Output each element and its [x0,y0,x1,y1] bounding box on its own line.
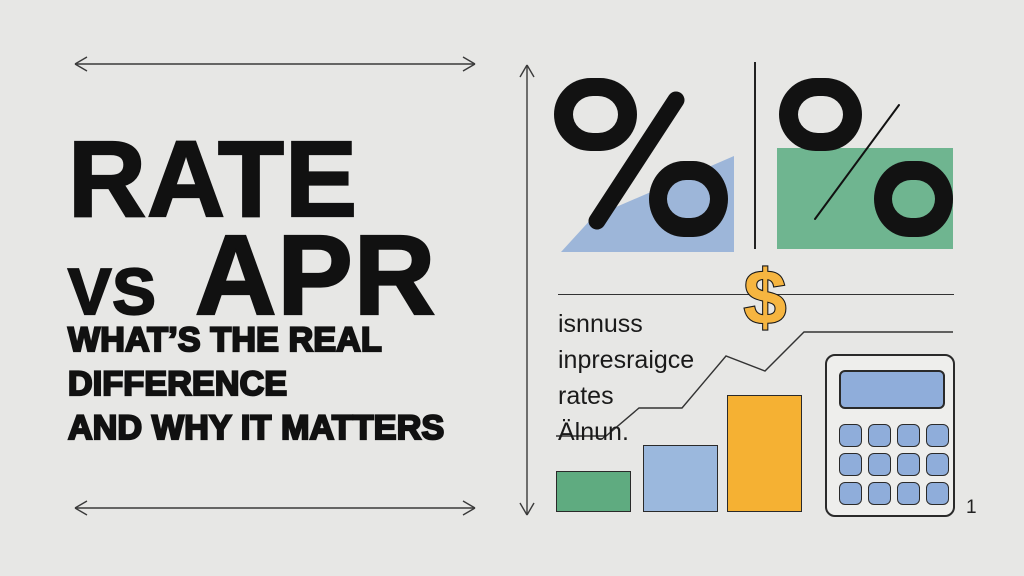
svg-text:$: $ [744,256,787,341]
